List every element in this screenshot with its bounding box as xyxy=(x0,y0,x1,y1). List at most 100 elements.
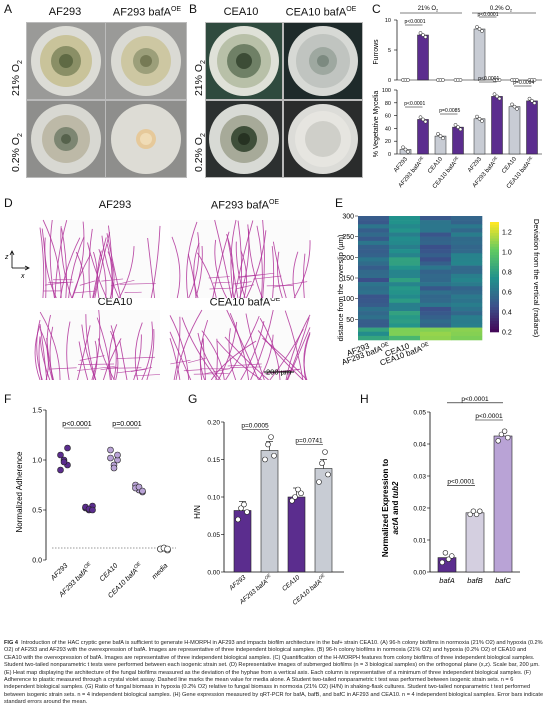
hypha-branch xyxy=(77,366,115,371)
hypha xyxy=(169,338,181,380)
tick-label: 80 xyxy=(385,101,391,107)
bar xyxy=(473,118,486,155)
heatmap-cell xyxy=(358,315,390,320)
tick-label: p<0.0001 xyxy=(461,396,489,403)
hypha-branch xyxy=(266,285,293,287)
axis-z-label: z xyxy=(4,254,9,261)
tick-label: 60 xyxy=(385,114,391,120)
colorbar-segment xyxy=(490,274,499,278)
colorbar-segment xyxy=(490,260,499,264)
hypha-branch xyxy=(100,366,118,371)
hypha-branch xyxy=(238,274,262,278)
heatmap-cell xyxy=(451,220,483,225)
heatmap-cell xyxy=(420,236,452,242)
panel-g-letter: G xyxy=(188,392,198,406)
hypha xyxy=(77,325,91,380)
bar xyxy=(508,106,521,155)
panel-f-chart: Normalized Adherence 0.0 0.5 1.0 1.5 p<0.000… xyxy=(15,408,176,600)
data-point xyxy=(477,27,482,31)
hypha xyxy=(195,245,203,299)
heatmap-cell xyxy=(420,290,452,295)
e-ylabel: distance from the coverslip (µm) xyxy=(336,234,345,341)
heatmap-cell xyxy=(358,306,390,312)
x-label: bafB xyxy=(467,576,482,585)
hypha xyxy=(202,338,206,380)
heatmap-cell xyxy=(451,261,483,266)
tick-label: 1.0 xyxy=(32,458,42,465)
heatmap-cell xyxy=(358,261,390,266)
heatmap-cell xyxy=(420,282,452,287)
hypha xyxy=(92,340,98,380)
colorbar: 1.2 1.0 0.8 0.6 0.4 0.2 xyxy=(490,222,512,337)
tick-label: 10 xyxy=(385,18,391,24)
heatmap-cell xyxy=(420,244,452,250)
colorbar-segment xyxy=(490,235,499,239)
heatmap-cell xyxy=(358,265,390,271)
plate-a-2 xyxy=(105,22,187,100)
heatmap-cell xyxy=(389,298,421,304)
heatmap-cell xyxy=(358,323,390,328)
hypha xyxy=(175,309,203,380)
heatmap-cell xyxy=(451,236,483,242)
x-label: AF293 xyxy=(49,562,69,582)
heatmap-cell xyxy=(420,302,452,308)
hypha xyxy=(171,236,181,299)
heatmap-cell xyxy=(358,244,390,250)
heatmap-cell xyxy=(389,261,421,266)
hypha xyxy=(107,251,115,299)
heatmap-cell xyxy=(420,220,452,225)
heatmap-cell xyxy=(358,327,390,333)
hypha xyxy=(38,337,43,380)
heatmap-cell xyxy=(451,216,483,221)
colorbar-segment xyxy=(490,277,499,281)
hypha xyxy=(173,316,181,380)
hypha xyxy=(147,237,156,299)
data-point xyxy=(495,438,501,444)
heatmap-cell xyxy=(451,294,483,299)
hypha-branch xyxy=(229,366,262,368)
heatmap-cell xyxy=(358,253,390,258)
heatmap-cell xyxy=(420,315,452,320)
hypha xyxy=(42,219,62,299)
panel-g-chart: H/N 0.00 0.05 0.10 0.15 0.20 p=0.0005 p=0.0741… xyxy=(193,420,344,607)
data-point xyxy=(505,434,511,441)
heatmap-cell xyxy=(420,261,452,266)
hypha xyxy=(247,228,263,299)
e-cbar-label: Deviation from the vertical (radians) xyxy=(532,219,541,338)
tick-label: 200 xyxy=(342,255,354,262)
hypha xyxy=(212,231,230,299)
hypha xyxy=(229,312,250,380)
tick-label: 20 xyxy=(385,139,391,145)
heatmap-cell xyxy=(451,269,483,275)
bar xyxy=(260,450,279,573)
heatmap-cell xyxy=(451,290,483,295)
colorbar-segment xyxy=(490,230,499,234)
hypha xyxy=(46,314,53,380)
axis-x-label: x xyxy=(20,273,25,280)
data-point xyxy=(527,96,532,101)
heatmap-cell xyxy=(389,319,421,324)
colorbar-segment xyxy=(490,318,499,322)
hypha xyxy=(197,252,217,299)
hypha-branch xyxy=(48,281,74,284)
hypha xyxy=(226,309,259,380)
heatmap-cell xyxy=(420,286,452,291)
data-point xyxy=(60,458,68,466)
hypha xyxy=(87,242,107,299)
hypha xyxy=(303,253,306,299)
tick-label: 50 xyxy=(346,317,354,324)
tick-label: p<0.0001 xyxy=(475,413,503,420)
heatmap-cell xyxy=(389,249,421,254)
hypha xyxy=(39,227,45,299)
e-yticks: 300 250 200 150 100 50 xyxy=(342,214,358,324)
data-point xyxy=(475,25,479,29)
heatmap-cell xyxy=(420,269,452,275)
colorbar-segment xyxy=(490,222,499,226)
data-point xyxy=(510,102,514,107)
hypha xyxy=(258,334,274,380)
x-label: CEA10 xyxy=(281,574,302,593)
heatmap-cell xyxy=(451,319,483,324)
heatmap-cell xyxy=(358,228,390,233)
hypha xyxy=(210,340,257,380)
data-point xyxy=(235,516,241,523)
